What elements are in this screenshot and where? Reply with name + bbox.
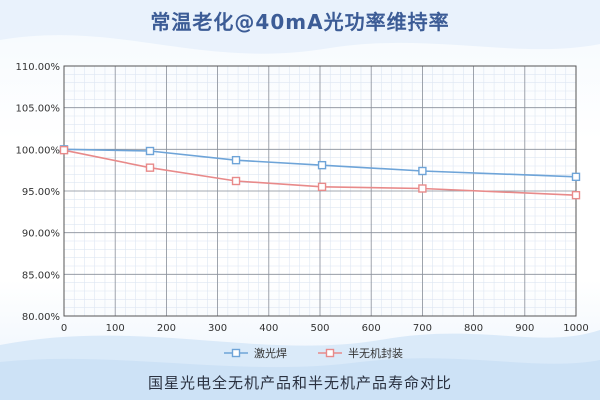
legend-marker-2 [325,348,335,358]
x-axis-ticks: 0 100 200 300 400 500 600 700 800 900 1000 [61,323,589,334]
y-tick-label: 85.00% [22,270,60,281]
series-2-point [231,176,241,186]
series-2-point [571,190,581,200]
series-2-point [145,163,155,172]
series-1-point [145,146,155,156]
x-tick-label: 400 [259,323,278,334]
x-tick-label: 800 [464,323,483,334]
y-tick-label: 110.00% [16,62,61,73]
y-tick-label: 100.00% [16,145,61,156]
legend-label-2: 半无机封装 [348,346,403,360]
footer-caption: 国星光电全无机产品和半无机产品寿命对比 [147,374,452,392]
legend-marker-1 [231,348,241,358]
x-tick-label: 500 [310,323,329,334]
x-tick-label: 900 [515,323,534,334]
x-tick-label: 600 [362,323,381,334]
x-tick-label: 700 [413,323,432,334]
y-tick-label: 95.00% [22,187,60,198]
y-tick-label: 90.00% [22,229,60,240]
series-1-point [418,166,427,176]
x-tick-label: 0 [61,323,67,334]
series-line-2 [63,149,577,196]
series-1-point [231,155,241,165]
series-2-point [317,182,327,192]
series-1-point [571,172,581,182]
series-line-1 [63,148,577,178]
chart-title: 常温老化@40mA光功率维持率 [150,10,450,34]
series-lines [63,148,577,196]
x-tick-label: 300 [208,323,227,334]
series-2-point [418,184,427,193]
y-axis-ticks: 80.00% 85.00% 90.00% 95.00% 100.00% 105.00% 11… [16,62,61,323]
legend-label-1: 激光焊 [254,346,287,360]
y-tick-label: 80.00% [22,312,60,323]
legend: 激光焊 半无机封装 [224,346,403,360]
series-2-point [59,145,69,155]
x-tick-label: 200 [157,323,176,334]
x-tick-label: 100 [106,323,125,334]
series-1-point [317,160,327,170]
series-points [59,145,581,200]
y-tick-label: 105.00% [16,104,61,115]
x-tick-label: 1000 [563,323,588,334]
